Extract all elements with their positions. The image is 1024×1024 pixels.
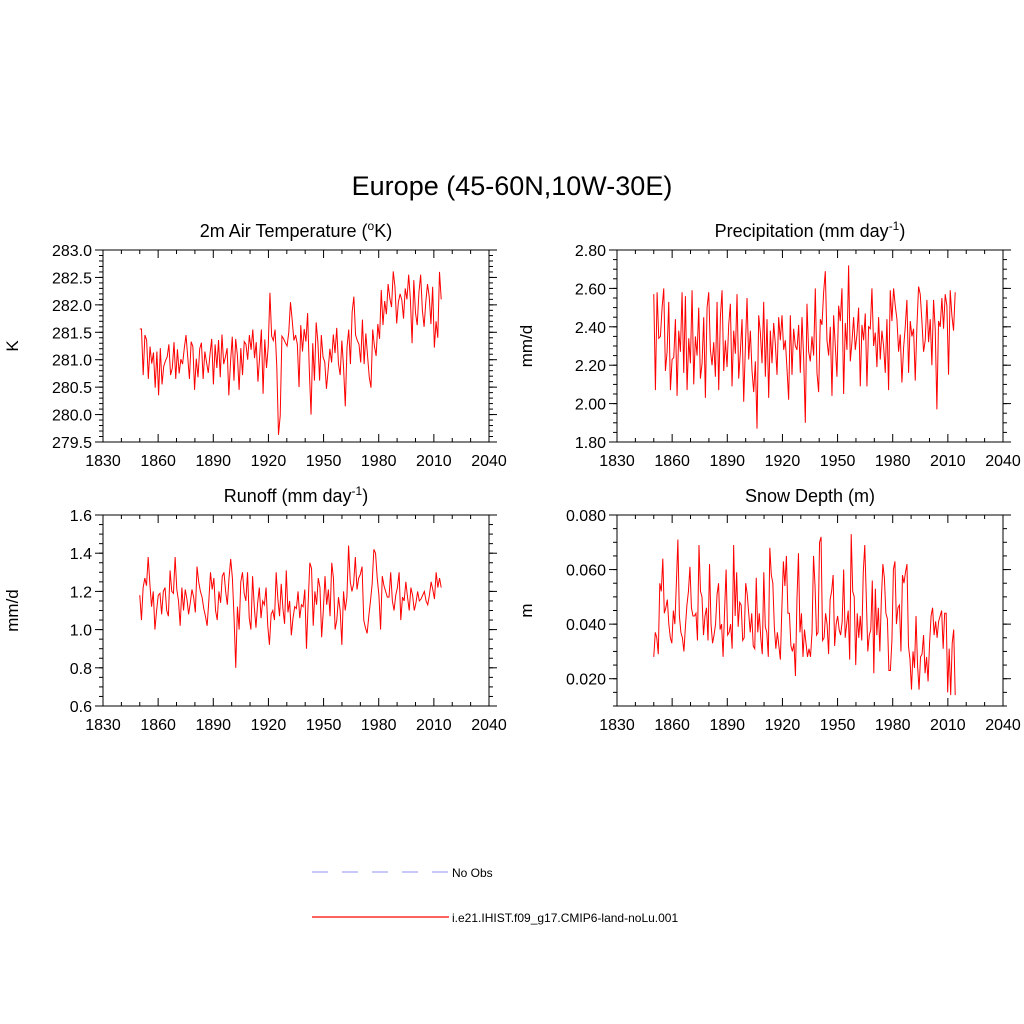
y-tick-label: 281.0 <box>52 353 92 370</box>
x-tick-label: 1920 <box>765 453 801 470</box>
y-tick-label: 1.0 <box>70 623 92 640</box>
x-tick-label: 2040 <box>985 717 1021 734</box>
x-tick-label: 1950 <box>820 453 856 470</box>
y-axis-title: mm/d <box>3 589 22 632</box>
x-tick-label: 2040 <box>471 717 507 734</box>
y-tick-label: 2.40 <box>575 320 606 337</box>
y-tick-label: 0.080 <box>566 508 606 525</box>
y-tick-label: 0.060 <box>566 563 606 580</box>
x-tick-label: 1920 <box>251 453 287 470</box>
x-tick-label: 1830 <box>599 453 635 470</box>
chart-panel-2: 1830 1860 1890 1920 1950 1980 2010 2040 1.80 2.00… <box>517 219 1021 470</box>
panel-title: Snow Depth (m) <box>745 486 875 506</box>
y-tick-label: 1.6 <box>70 508 92 525</box>
y-tick-label: 279.5 <box>52 435 92 452</box>
x-tick-label: 1920 <box>765 717 801 734</box>
plot-frame <box>102 249 490 443</box>
figure-title: Europe (45-60N,10W-30E) <box>352 171 673 201</box>
y-tick-label: 0.6 <box>70 699 92 716</box>
y-axis-title: m <box>517 603 536 617</box>
series-line <box>139 271 442 435</box>
x-tick-label: 1890 <box>709 717 745 734</box>
x-tick-label: 1860 <box>654 453 690 470</box>
y-tick-label: 0.020 <box>566 672 606 689</box>
y-tick-label: 0.040 <box>566 617 606 634</box>
y-axis-title: K <box>3 340 22 352</box>
x-tick-label: 1860 <box>140 453 176 470</box>
y-tick-label: 2.60 <box>575 281 606 298</box>
plot-frame <box>616 249 1004 443</box>
x-tick-label: 1920 <box>251 717 287 734</box>
series-line <box>139 545 442 668</box>
x-tick-label: 2010 <box>930 717 966 734</box>
panel-title: Precipitation (mm day-1) <box>715 219 906 241</box>
x-tick-label: 2040 <box>985 453 1021 470</box>
x-tick-label: 1860 <box>654 717 690 734</box>
x-tick-label: 2010 <box>930 453 966 470</box>
y-tick-label: 282.5 <box>52 270 92 287</box>
x-tick-label: 1980 <box>361 717 397 734</box>
y-tick-label: 2.00 <box>575 397 606 414</box>
legend-label: No Obs <box>452 866 493 880</box>
x-tick-label: 1830 <box>85 717 121 734</box>
y-tick-label: 2.20 <box>575 358 606 375</box>
panels: 1830 1860 1890 1920 1950 1980 2010 2040 279.5 280… <box>3 219 1021 734</box>
y-axis-title: mm/d <box>517 325 536 368</box>
chart-panel-1: 1830 1860 1890 1920 1950 1980 2010 2040 279.5 280… <box>3 219 507 470</box>
x-tick-label: 1830 <box>599 717 635 734</box>
x-tick-label: 2010 <box>416 717 452 734</box>
series-line <box>653 534 956 696</box>
panel-title: 2m Air Temperature (oK) <box>200 219 392 241</box>
x-tick-label: 1950 <box>306 717 342 734</box>
legend: No Obs i.e21.IHIST.f09_g17.CMIP6-land-noL… <box>312 866 678 925</box>
y-tick-label: 280.0 <box>52 408 92 425</box>
x-tick-label: 1890 <box>195 453 231 470</box>
x-tick-label: 1890 <box>709 453 745 470</box>
x-tick-label: 2010 <box>416 453 452 470</box>
x-tick-label: 1950 <box>306 453 342 470</box>
y-tick-label: 1.4 <box>70 546 92 563</box>
y-tick-label: 280.5 <box>52 380 92 397</box>
x-tick-label: 1980 <box>875 453 911 470</box>
y-tick-label: 2.80 <box>575 243 606 260</box>
x-tick-label: 1980 <box>875 717 911 734</box>
chart-panel-4: 1830 1860 1890 1920 1950 1980 2010 2040 0.020 0.0… <box>517 486 1021 734</box>
y-tick-label: 1.2 <box>70 584 92 601</box>
series-line <box>653 265 956 429</box>
x-tick-label: 1830 <box>85 453 121 470</box>
panel-title: Runoff (mm day-1) <box>224 484 368 506</box>
y-tick-label: 283.0 <box>52 243 92 260</box>
legend-label: i.e21.IHIST.f09_g17.CMIP6-land-noLu.001 <box>452 911 678 925</box>
x-tick-label: 1890 <box>195 717 231 734</box>
y-tick-label: 1.80 <box>575 435 606 452</box>
x-tick-label: 2040 <box>471 453 507 470</box>
x-tick-label: 1860 <box>140 717 176 734</box>
y-tick-label: 282.0 <box>52 298 92 315</box>
y-tick-label: 0.8 <box>70 661 92 678</box>
x-tick-label: 1950 <box>820 717 856 734</box>
x-tick-label: 1980 <box>361 453 397 470</box>
y-tick-label: 281.5 <box>52 325 92 342</box>
chart-panel-3: 1830 1860 1890 1920 1950 1980 2010 2040 0.6 0.8 1.… <box>3 484 507 734</box>
